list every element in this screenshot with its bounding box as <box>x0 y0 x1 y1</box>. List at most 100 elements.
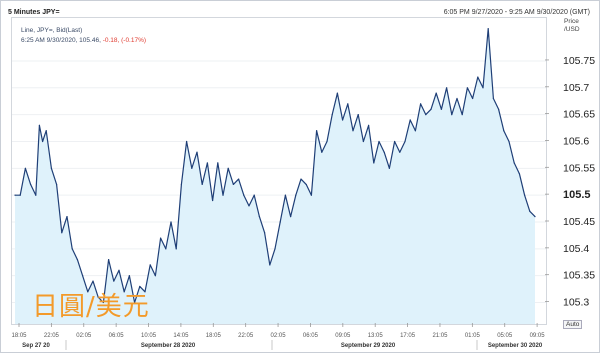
price-point <box>300 178 302 180</box>
price-point <box>14 194 16 196</box>
price-point <box>409 119 411 121</box>
price-point <box>430 108 432 110</box>
price-point <box>461 114 463 116</box>
price-point <box>305 183 307 186</box>
price-point <box>212 199 214 202</box>
price-point <box>378 140 380 143</box>
legend-change: -0.18, (-0.17%) <box>102 37 147 44</box>
price-point <box>316 130 318 132</box>
price-point <box>149 264 151 266</box>
price-point <box>394 140 396 143</box>
price-point <box>186 140 188 143</box>
price-point <box>487 28 489 30</box>
price-point <box>118 269 120 271</box>
price-point <box>321 151 323 153</box>
price-point <box>477 76 479 78</box>
price-point <box>264 232 266 234</box>
price-point <box>373 162 375 164</box>
price-point <box>279 221 281 223</box>
price-point <box>336 92 338 94</box>
price-point <box>451 114 453 116</box>
price-point <box>414 130 416 132</box>
price-point <box>518 173 520 175</box>
auto-scale-button[interactable]: Auto <box>563 320 583 329</box>
price-point <box>38 124 41 126</box>
price-point <box>534 216 536 218</box>
price-point <box>165 248 167 250</box>
price-chart <box>12 28 546 324</box>
price-point <box>113 280 115 282</box>
price-point <box>217 162 219 164</box>
price-point <box>295 194 297 196</box>
price-point <box>180 183 182 186</box>
price-line <box>15 28 536 304</box>
price-point <box>342 119 344 121</box>
price-point <box>498 108 500 110</box>
price-point <box>66 216 68 218</box>
price-point <box>269 264 271 266</box>
price-point <box>284 194 286 196</box>
legend-last-value: 6:25 AM 9/30/2020, 105.46, -0.18, (-0.17… <box>21 37 146 44</box>
date-range: 6:05 PM 9/27/2020 - 9:25 AM 9/30/2020 (G… <box>443 9 590 16</box>
price-point <box>35 194 37 196</box>
plot-area[interactable] <box>11 17 547 325</box>
price-point <box>482 87 484 89</box>
price-point <box>425 114 427 116</box>
price-point <box>290 216 292 218</box>
price-point <box>362 140 364 143</box>
price-point <box>357 114 359 116</box>
price-point <box>206 162 208 164</box>
price-point <box>87 291 89 293</box>
price-point <box>154 275 156 277</box>
price-point <box>310 194 312 196</box>
legend-series: Line, JPY=, Bid(Last) <box>21 27 83 34</box>
price-area <box>15 28 535 324</box>
price-point <box>472 97 474 100</box>
price-point <box>128 275 130 277</box>
price-point <box>232 183 234 186</box>
price-point <box>170 221 172 223</box>
price-axis-unit: /USD <box>564 26 580 33</box>
price-point <box>435 92 437 94</box>
price-point <box>258 216 260 218</box>
price-point <box>274 248 276 250</box>
price-point <box>191 167 193 169</box>
price-point <box>82 275 84 277</box>
price-point <box>108 258 110 261</box>
price-point <box>97 296 99 298</box>
price-point <box>529 210 531 212</box>
price-point <box>71 248 73 250</box>
price-point <box>160 237 162 239</box>
price-point <box>144 291 146 293</box>
price-point <box>331 114 333 116</box>
legend-last-prefix: 6:25 AM 9/30/2020, 105.46, <box>21 37 103 44</box>
price-point <box>524 194 526 196</box>
price-axis-label: Price <box>564 18 579 25</box>
price-point <box>248 205 250 207</box>
price-point <box>420 103 422 105</box>
price-point <box>383 151 385 153</box>
price-point <box>123 291 125 293</box>
watermark-text: 日圓/美元 <box>32 292 150 322</box>
price-point <box>326 140 328 143</box>
price-point <box>446 87 448 89</box>
price-point <box>50 167 53 169</box>
price-point <box>253 194 255 196</box>
price-point <box>243 194 245 196</box>
price-point <box>503 130 505 132</box>
price-point <box>139 285 141 288</box>
price-point <box>196 151 198 153</box>
price-point <box>92 280 94 282</box>
price-point <box>508 140 510 143</box>
price-point <box>56 183 58 186</box>
price-point <box>45 130 47 132</box>
price-point <box>41 140 44 143</box>
price-point <box>19 194 21 196</box>
price-point <box>347 103 349 105</box>
price-point <box>466 87 468 89</box>
price-axis-header: Price /USD <box>564 18 580 34</box>
price-point <box>456 97 458 100</box>
price-point <box>368 124 370 126</box>
price-point <box>102 301 104 304</box>
price-point <box>227 167 229 169</box>
